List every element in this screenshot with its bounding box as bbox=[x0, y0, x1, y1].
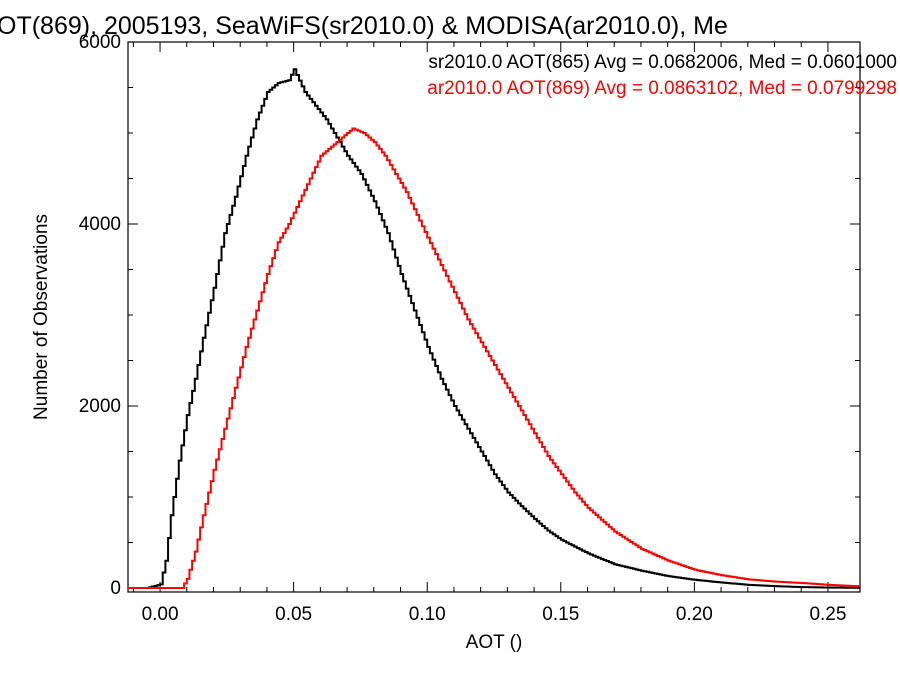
chart-title: OT(869), 2005193, SeaWiFS(sr2010.0) & MO… bbox=[0, 12, 728, 40]
x-tick-label: 0.25 bbox=[809, 604, 846, 625]
x-tick-label: 0.00 bbox=[142, 604, 179, 625]
y-tick-label: 4000 bbox=[79, 214, 121, 235]
y-axis: 0 2000 4000 6000 bbox=[79, 32, 860, 599]
x-axis: 0.00 0.05 0.10 0.15 0.20 0.25 bbox=[132, 42, 846, 625]
series-layer bbox=[128, 68, 860, 589]
x-axis-label: AOT () bbox=[466, 632, 523, 653]
legend: sr2010.0 AOT(865) Avg = 0.0682006, Med =… bbox=[427, 52, 897, 99]
x-tick-label: 0.05 bbox=[275, 604, 312, 625]
legend-entry-ar2010: ar2010.0 AOT(869) Avg = 0.0863102, Med =… bbox=[427, 78, 897, 99]
y-tick-label: 6000 bbox=[79, 32, 121, 53]
x-tick-label: 0.15 bbox=[542, 604, 579, 625]
plot-frame bbox=[127, 41, 861, 593]
x-tick-label: 0.20 bbox=[676, 604, 713, 625]
y-tick-label: 0 bbox=[110, 578, 121, 599]
series-line-sr2010 bbox=[128, 68, 860, 589]
y-axis-label: Number of Observations bbox=[31, 214, 52, 420]
legend-entry-sr2010: sr2010.0 AOT(865) Avg = 0.0682006, Med =… bbox=[428, 52, 897, 73]
x-tick-label: 0.10 bbox=[409, 604, 446, 625]
series-line-ar2010 bbox=[128, 127, 860, 589]
y-tick-label: 2000 bbox=[79, 396, 121, 417]
